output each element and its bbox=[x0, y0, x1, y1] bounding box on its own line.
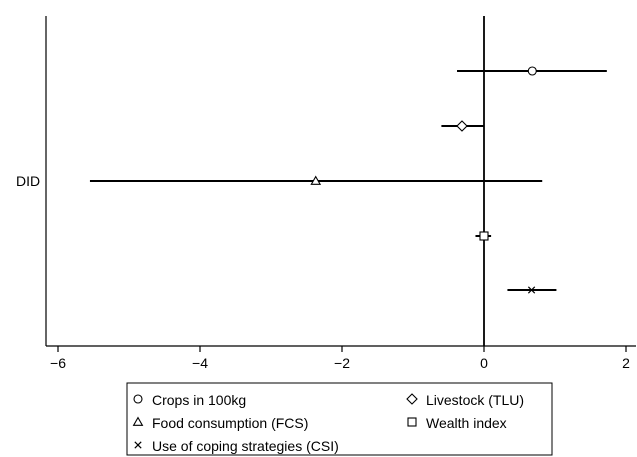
x-tick-label: 0 bbox=[480, 355, 488, 371]
legend-marker bbox=[406, 393, 418, 405]
legend-label: Crops in 100kg bbox=[152, 392, 246, 408]
x-tick-label: −4 bbox=[192, 355, 208, 371]
point-marker bbox=[310, 175, 322, 185]
point-marker bbox=[527, 66, 537, 76]
legend-label: Wealth index bbox=[426, 415, 507, 431]
axes: DID bbox=[16, 16, 636, 347]
category-label-did: DID bbox=[16, 173, 40, 189]
legend-box bbox=[126, 382, 553, 456]
legend-marker bbox=[132, 416, 144, 426]
legend-label: Use of coping strategies (CSI) bbox=[152, 438, 339, 454]
x-tick-label: −2 bbox=[334, 355, 350, 371]
x-ticks: −6 −4 −2 0 2 bbox=[50, 346, 630, 371]
legend-marker bbox=[407, 417, 417, 427]
x-tick-label: −6 bbox=[50, 355, 66, 371]
legend-label: Livestock (TLU) bbox=[426, 392, 524, 408]
series-marks bbox=[89, 66, 607, 294]
point-marker bbox=[456, 120, 468, 132]
legend: Crops in 100kg Livestock (TLU) Food consum… bbox=[126, 382, 553, 456]
legend-label: Food consumption (FCS) bbox=[152, 415, 308, 431]
point-marker bbox=[527, 286, 536, 294]
x-tick-label: 2 bbox=[622, 355, 630, 371]
legend-marker bbox=[133, 394, 143, 404]
point-marker bbox=[479, 231, 489, 241]
legend-marker bbox=[134, 441, 142, 449]
